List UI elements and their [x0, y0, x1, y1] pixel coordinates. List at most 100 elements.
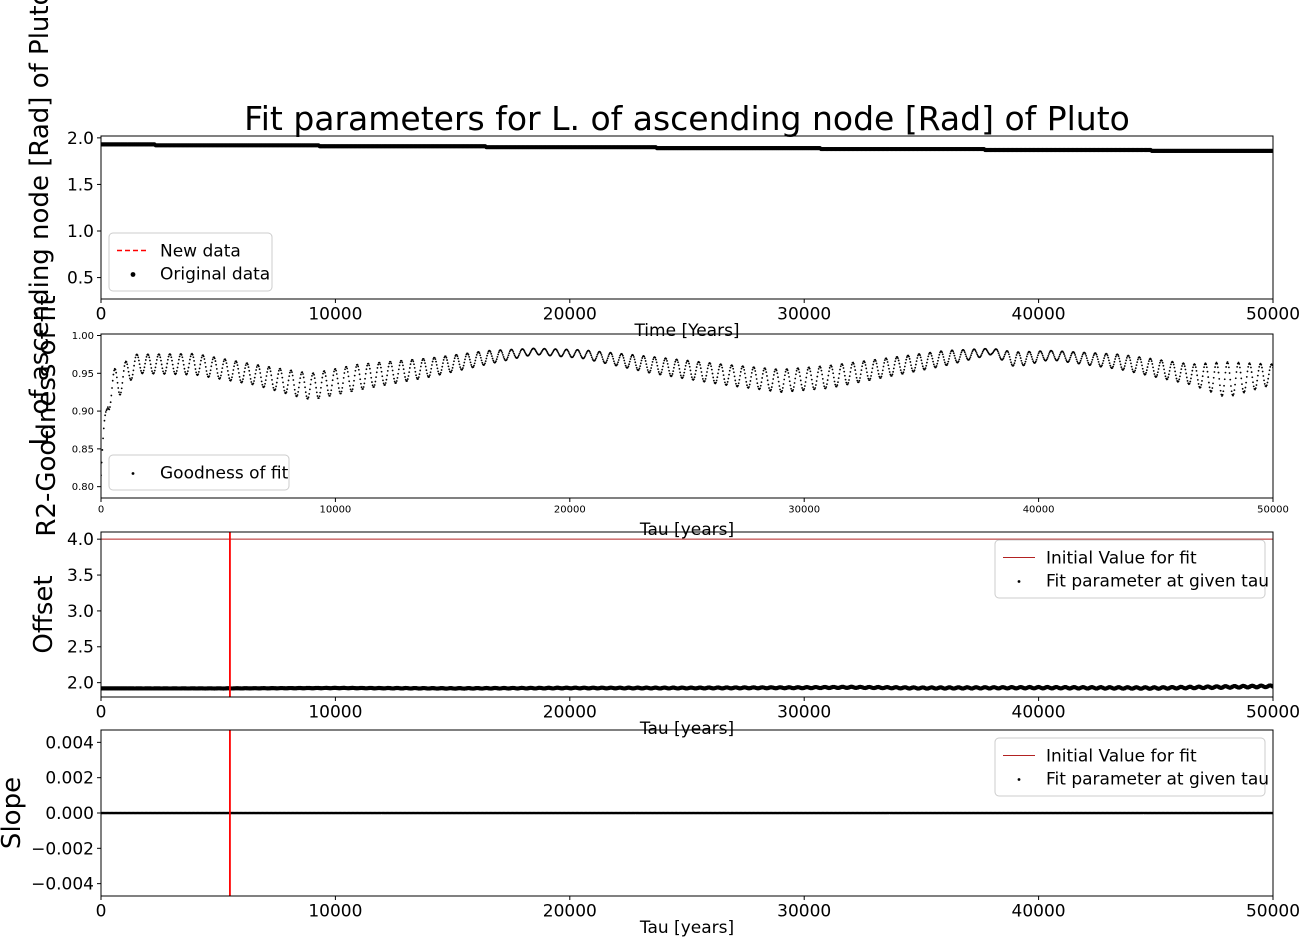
data-point — [880, 375, 883, 378]
data-point — [1031, 358, 1034, 361]
legend-label: Initial Value for fit — [1046, 549, 1197, 569]
data-point — [254, 372, 257, 375]
data-point — [912, 370, 915, 373]
data-point — [331, 384, 333, 387]
data-point — [684, 364, 687, 367]
data-point — [1128, 355, 1130, 357]
axes-frame — [100, 333, 1274, 499]
data-point — [1232, 393, 1235, 395]
data-point — [1130, 362, 1132, 365]
data-point — [215, 363, 218, 366]
data-point — [473, 362, 476, 365]
data-point — [734, 379, 737, 382]
data-point — [616, 363, 619, 366]
data-point — [420, 362, 423, 364]
data-point — [1135, 364, 1138, 367]
data-point — [626, 366, 629, 369]
data-point — [792, 386, 795, 388]
data-point — [701, 374, 704, 377]
data-point — [1002, 357, 1005, 360]
data-point — [266, 371, 269, 373]
data-point — [1263, 379, 1265, 382]
data-point — [114, 368, 117, 371]
data-point — [1254, 388, 1256, 391]
data-point — [1105, 353, 1108, 355]
data-point — [348, 384, 351, 387]
data-point — [277, 373, 280, 375]
legend-label: Fit parameter at given tau — [1046, 572, 1269, 592]
data-point — [804, 381, 807, 383]
y-tick-label: 0.95 — [72, 369, 94, 380]
data-point — [735, 382, 737, 385]
data-point — [302, 376, 305, 379]
data-point — [866, 371, 868, 374]
data-point — [777, 376, 779, 379]
data-point — [908, 358, 911, 360]
data-point — [149, 359, 151, 362]
data-point — [171, 363, 174, 366]
data-point — [903, 365, 906, 368]
data-point — [1123, 365, 1126, 367]
data-point — [178, 355, 181, 358]
data-point — [1203, 366, 1205, 369]
data-point — [337, 387, 340, 389]
data-point — [710, 368, 713, 371]
data-point — [249, 374, 251, 376]
data-point — [385, 378, 388, 381]
x-tick-label: 10000 — [308, 304, 362, 324]
data-point — [789, 384, 792, 387]
data-point — [999, 356, 1001, 358]
data-point — [899, 366, 901, 368]
data-point — [1190, 377, 1192, 380]
data-point — [469, 361, 472, 364]
data-point — [1045, 358, 1048, 361]
data-point — [1219, 384, 1221, 387]
data-point — [495, 360, 497, 363]
legend-label: Original data — [160, 265, 270, 285]
data-point — [646, 369, 649, 371]
data-point — [414, 370, 417, 373]
data-point — [942, 356, 945, 358]
data-point — [1004, 351, 1007, 354]
data-point — [633, 358, 636, 361]
data-point — [750, 371, 753, 374]
data-point — [921, 362, 923, 365]
data-point — [358, 373, 361, 376]
data-point — [331, 379, 334, 382]
data-point — [971, 350, 974, 353]
data-point — [1225, 366, 1228, 368]
data-point — [1057, 358, 1059, 361]
data-point — [765, 371, 768, 374]
data-point — [1260, 363, 1263, 366]
data-point — [875, 362, 878, 365]
data-point — [1090, 361, 1093, 363]
legend-handle-marker — [1017, 580, 1021, 583]
data-point — [269, 367, 271, 370]
data-point — [450, 371, 453, 373]
data-point — [332, 374, 335, 377]
data-point — [399, 361, 402, 364]
data-point — [861, 362, 864, 365]
data-point — [111, 387, 113, 389]
data-point — [500, 350, 503, 353]
data-point — [104, 414, 107, 417]
data-point — [1174, 374, 1177, 377]
data-point — [171, 359, 173, 362]
data-point — [783, 378, 786, 381]
data-point — [1041, 354, 1044, 357]
data-point — [475, 353, 478, 356]
data-point — [387, 365, 390, 368]
data-point — [484, 362, 486, 365]
data-point — [739, 370, 742, 373]
data-point — [1076, 360, 1079, 363]
data-point — [814, 387, 817, 389]
data-point — [837, 381, 839, 383]
data-point — [1172, 361, 1174, 364]
data-point — [1261, 370, 1264, 373]
data-point — [914, 363, 917, 366]
y-axis-label: R2-Goodness of fit — [32, 295, 62, 536]
data-point — [106, 406, 109, 409]
data-point — [696, 363, 699, 366]
data-point — [519, 351, 522, 353]
data-point — [237, 367, 240, 370]
